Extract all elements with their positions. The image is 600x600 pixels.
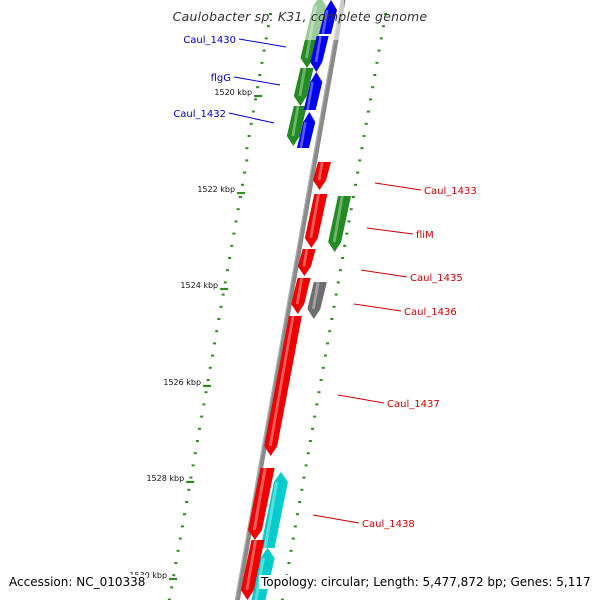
gene-Caul_1435 bbox=[297, 249, 316, 276]
scale-label: 1526 kbp bbox=[163, 378, 201, 387]
leader-fliM bbox=[366, 227, 414, 235]
feature-track bbox=[251, 0, 352, 600]
label-leaders bbox=[228, 38, 422, 524]
gene-label-Caul_1430[interactable]: Caul_1430 bbox=[183, 35, 236, 46]
gene-Caul_1430-shine bbox=[321, 9, 329, 35]
gene-label-Caul_1432[interactable]: Caul_1432 bbox=[173, 109, 226, 120]
leader-Caul_1433 bbox=[374, 182, 422, 191]
gene-label-flgG[interactable]: flgG bbox=[211, 73, 231, 84]
gene-fliM bbox=[304, 194, 328, 248]
leader-Caul_1430 bbox=[238, 38, 287, 48]
gene-Caul_1435-shine bbox=[302, 248, 309, 267]
backbone-highlight bbox=[234, 0, 342, 600]
gene-fliM-shine bbox=[309, 193, 320, 239]
genome-title: Caulobacter sp. K31, complete genome bbox=[172, 9, 428, 24]
gene-labels: Caul_1430 flgG Caul_1432 Caul_1433 fliM Caul_… bbox=[173, 35, 476, 530]
gene-arrow-shine bbox=[314, 35, 322, 63]
gene-label-Caul_1435[interactable]: Caul_1435 bbox=[410, 273, 463, 284]
gene-label-fliM[interactable]: fliM bbox=[416, 230, 434, 241]
gene-track bbox=[240, 0, 337, 600]
leader-Caul_1437 bbox=[337, 394, 385, 404]
leader-Caul_1436 bbox=[353, 303, 402, 312]
gene-Caul_1432 bbox=[296, 112, 316, 148]
leader-flgG bbox=[233, 76, 281, 86]
gene-flgG-shine bbox=[306, 81, 314, 111]
feature-cyan bbox=[260, 472, 288, 548]
feature-green-shine bbox=[291, 105, 300, 137]
gene-label-Caul_1436[interactable]: Caul_1436 bbox=[404, 307, 457, 318]
gene-Caul_1433 bbox=[313, 162, 331, 190]
scale-labels: 1520 kbp 1522 kbp 1524 kbp 1526 kbp 1528 kbp… bbox=[129, 88, 252, 580]
feature-cyan bbox=[251, 548, 275, 600]
genome-stats-text: Topology: circular; Length: 5,477,872 bp… bbox=[259, 575, 593, 589]
gene-label-Caul_1437[interactable]: Caul_1437 bbox=[387, 399, 440, 410]
feature-green bbox=[293, 68, 314, 106]
gene-Caul_1432-shine bbox=[299, 121, 307, 149]
gene-Caul_1430 bbox=[319, 0, 337, 34]
gene-label-Caul_1433[interactable]: Caul_1433 bbox=[424, 186, 477, 197]
feature-cyan-shine bbox=[263, 481, 279, 549]
leader-Caul_1435 bbox=[360, 269, 408, 278]
gene-Caul_1433-shine bbox=[317, 161, 324, 181]
feature-green-shine bbox=[298, 67, 307, 97]
gene-arrow bbox=[240, 540, 265, 600]
gene-label-Caul_1438[interactable]: Caul_1438 bbox=[362, 519, 415, 530]
scale-label: 1520 kbp bbox=[214, 88, 252, 97]
scale-label: 1528 kbp bbox=[146, 474, 184, 483]
gene-Caul_1436 bbox=[291, 278, 311, 314]
leader-Caul_1432 bbox=[228, 112, 275, 124]
feature-green bbox=[286, 106, 307, 146]
gene-Caul_1438 bbox=[247, 468, 275, 540]
leader-Caul_1438 bbox=[312, 514, 360, 524]
feature-gray-shine bbox=[311, 281, 320, 310]
gene-flgG bbox=[303, 72, 323, 110]
feature-green-shine bbox=[332, 195, 344, 243]
scale-ticks bbox=[167, 13, 388, 600]
feature-gray bbox=[307, 282, 327, 319]
accession-text: Accession: NC_010338 bbox=[9, 575, 148, 589]
gene-arrow bbox=[310, 36, 329, 72]
gene-Caul_1437 bbox=[264, 316, 302, 456]
scale-label: 1524 kbp bbox=[180, 281, 218, 290]
gene-arrow-shine bbox=[245, 539, 258, 591]
scale-label: 1522 kbp bbox=[197, 185, 235, 194]
feature-green bbox=[328, 196, 352, 252]
gene-Caul_1437-shine bbox=[268, 315, 295, 447]
gene-Caul_1438-shine bbox=[252, 467, 267, 531]
scale-label: 1530 kbp bbox=[129, 571, 167, 580]
gene-Caul_1436-shine bbox=[295, 277, 304, 305]
